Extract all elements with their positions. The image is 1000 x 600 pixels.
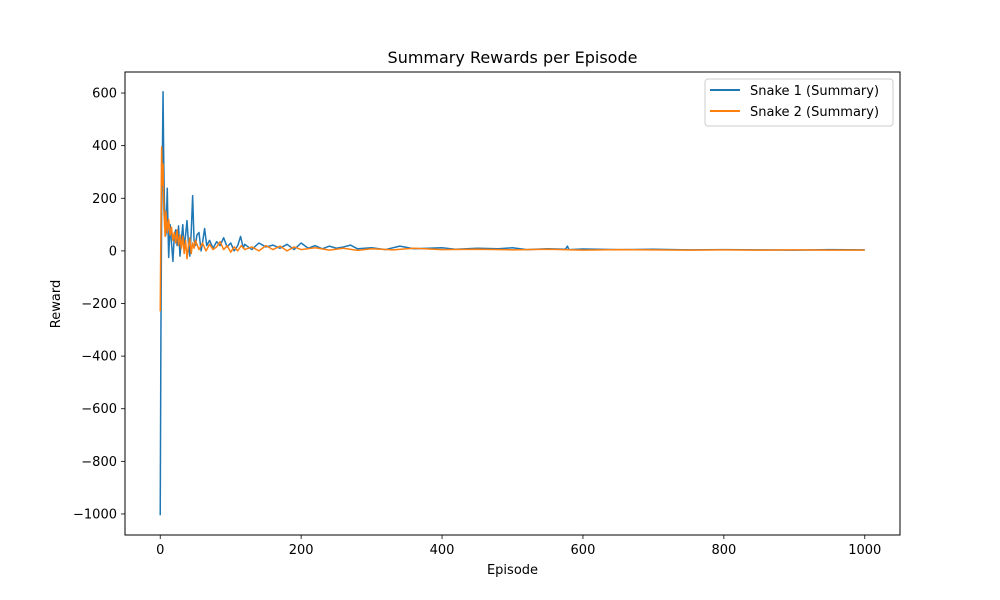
x-tick-label: 1000 [848,543,881,558]
x-axis-title: Episode [487,563,538,578]
x-tick-label: 200 [289,543,314,558]
chart-title: Summary Rewards per Episode [388,48,638,67]
x-tick-label: 400 [430,543,455,558]
y-tick-label: −600 [81,402,117,417]
series-layer [159,90,865,516]
series-line-2 [159,146,865,312]
x-tick-label: 600 [571,543,596,558]
x-tick-label: 0 [156,543,164,558]
x-tick-label: 800 [711,543,736,558]
y-axis-title: Reward [49,280,64,328]
legend-label-1: Snake 1 (Summary) [750,84,879,99]
y-axis: −1000 −800 −600 −400 −200 0 200 400 600 [73,87,125,522]
x-axis: 0 200 400 600 800 1000 [156,535,881,558]
legend-label-2: Snake 2 (Summary) [750,105,879,120]
y-tick-label: 400 [92,139,117,154]
y-tick-label: 0 [109,244,117,259]
y-tick-label: −200 [81,297,117,312]
series-line-1 [159,90,865,516]
y-tick-label: 200 [92,192,117,207]
legend: Snake 1 (Summary) Snake 2 (Summary) [704,78,894,127]
legend-box [704,78,894,127]
y-tick-label: −1000 [73,507,117,522]
y-tick-label: 600 [92,87,117,102]
y-tick-label: −400 [81,350,117,365]
y-tick-label: −800 [81,455,117,470]
